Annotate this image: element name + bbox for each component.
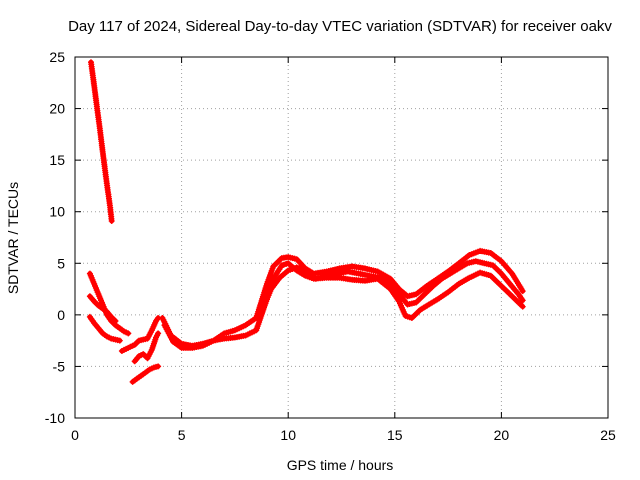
data-point [519, 297, 526, 304]
data-point [155, 363, 162, 370]
data-point [155, 330, 162, 337]
series-dip-c [129, 363, 162, 385]
x-tick-label: 25 [600, 427, 616, 443]
data-point [116, 337, 123, 344]
series-steep-decline [88, 59, 115, 224]
data-layer [86, 59, 526, 385]
y-tick-label: 25 [49, 49, 65, 65]
series-early-c [86, 313, 123, 344]
series-dip-a [118, 315, 162, 354]
y-tick-label: 20 [49, 101, 65, 117]
data-point [519, 303, 526, 310]
x-tick-label: 10 [280, 427, 296, 443]
axes-layer: 0 5 10 15 20 25 -10 -5 0 5 10 15 20 25 [45, 49, 616, 443]
data-point [519, 288, 526, 295]
data-point [112, 318, 119, 324]
y-tick-label: -5 [53, 358, 66, 374]
y-tick-label: 5 [57, 255, 65, 271]
series-main-b [161, 260, 526, 351]
x-tick-label: 0 [71, 427, 79, 443]
x-axis-label: GPS time / hours [287, 457, 394, 473]
y-tick-label: -10 [45, 410, 65, 426]
data-point [125, 330, 132, 337]
y-tick-label: 15 [49, 152, 65, 168]
y-axis-label: SDTVAR / TECUs [5, 182, 21, 294]
plot-frame [74, 56, 609, 419]
y-tick-label: 10 [49, 204, 65, 220]
chart-title: Day 117 of 2024, Sidereal Day-to-day VTE… [68, 18, 612, 35]
series-dip-b [131, 330, 162, 365]
y-tick-label: 0 [57, 307, 65, 323]
data-point [108, 218, 115, 224]
x-tick-label: 20 [494, 427, 510, 443]
x-tick-label: 5 [178, 427, 186, 443]
x-tick-label: 15 [387, 427, 403, 443]
series-main-c [259, 258, 526, 313]
grid-layer [75, 57, 608, 418]
series-early-b [86, 293, 119, 324]
